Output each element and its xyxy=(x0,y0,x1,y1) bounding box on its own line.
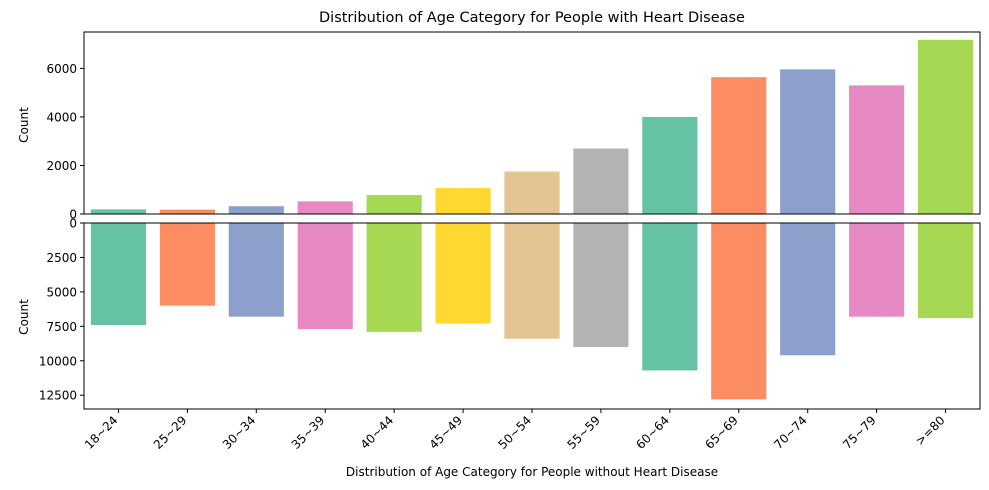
x-tick-label: 55~59 xyxy=(564,413,603,452)
top-bar->=80 xyxy=(917,39,974,214)
top-bar-75~79 xyxy=(849,85,905,214)
x-tick-label: 65~69 xyxy=(702,413,741,452)
bottom-bar-70~74 xyxy=(780,223,836,356)
bottom-y-tick-label: 10000 xyxy=(39,354,77,368)
top-y-axis-label: Count xyxy=(17,107,31,143)
top-bar-45~49 xyxy=(435,188,491,214)
top-chart-title: Distribution of Age Category for People … xyxy=(319,10,745,26)
bottom-y-tick-label: 5000 xyxy=(46,285,77,299)
x-tick-label: 75~79 xyxy=(840,413,879,452)
bottom-y-tick-label: 2500 xyxy=(46,251,77,265)
top-bar-60~64 xyxy=(642,116,698,214)
top-y-tick-label: 2000 xyxy=(46,159,77,173)
bottom-bar->=80 xyxy=(917,223,974,319)
top-bar-35~39 xyxy=(297,201,353,214)
top-y-tick-label: 4000 xyxy=(46,110,77,124)
bottom-bar-18~24 xyxy=(90,223,147,325)
top-y-tick-label: 0 xyxy=(69,208,77,222)
bottom-bar-25~29 xyxy=(159,223,215,306)
top-bar-50~54 xyxy=(504,171,560,214)
top-bar-25~29 xyxy=(159,209,215,214)
x-tick-label: >=80 xyxy=(913,413,948,448)
x-tick-label: 50~54 xyxy=(496,413,535,452)
bottom-y-axis-label: Count xyxy=(17,299,31,335)
x-tick-label: 60~64 xyxy=(633,413,672,452)
x-tick-label: 40~44 xyxy=(358,413,397,452)
top-bar-65~69 xyxy=(711,77,767,214)
top-bar-55~59 xyxy=(573,148,629,214)
x-tick-label: 25~29 xyxy=(151,413,190,452)
bottom-y-tick-label: 0 xyxy=(69,217,77,231)
bottom-y-tick-label: 12500 xyxy=(39,389,77,403)
bottom-y-tick-label: 7500 xyxy=(46,320,77,334)
top-y-tick-label: 6000 xyxy=(46,62,77,76)
bottom-x-axis-label: Distribution of Age Category for People … xyxy=(346,465,718,479)
bottom-bar-30~34 xyxy=(228,223,284,317)
top-bar-40~44 xyxy=(366,195,422,214)
bottom-bar-35~39 xyxy=(297,223,353,330)
bottom-bar-45~49 xyxy=(435,223,491,324)
bottom-bar-40~44 xyxy=(366,223,422,332)
bottom-bar-50~54 xyxy=(504,223,560,339)
top-bar-70~74 xyxy=(780,69,836,215)
top-bar-18~24 xyxy=(90,209,147,214)
bottom-bar-55~59 xyxy=(573,223,629,347)
x-tick-label: 35~39 xyxy=(289,413,328,452)
bottom-bar-60~64 xyxy=(642,223,698,371)
x-tick-label: 30~34 xyxy=(220,413,259,452)
x-tick-label: 70~74 xyxy=(771,413,810,452)
bottom-bar-75~79 xyxy=(849,223,905,317)
bottom-bar-65~69 xyxy=(711,223,767,400)
x-tick-label: 45~49 xyxy=(427,413,466,452)
top-bar-30~34 xyxy=(228,206,284,214)
x-tick-label: 18~24 xyxy=(82,413,121,452)
plot-layer: 0 2000 4000 6000 0 2500 5000 7500 10000 12500 18~2… xyxy=(39,31,981,452)
top-plot-frame xyxy=(83,31,981,215)
